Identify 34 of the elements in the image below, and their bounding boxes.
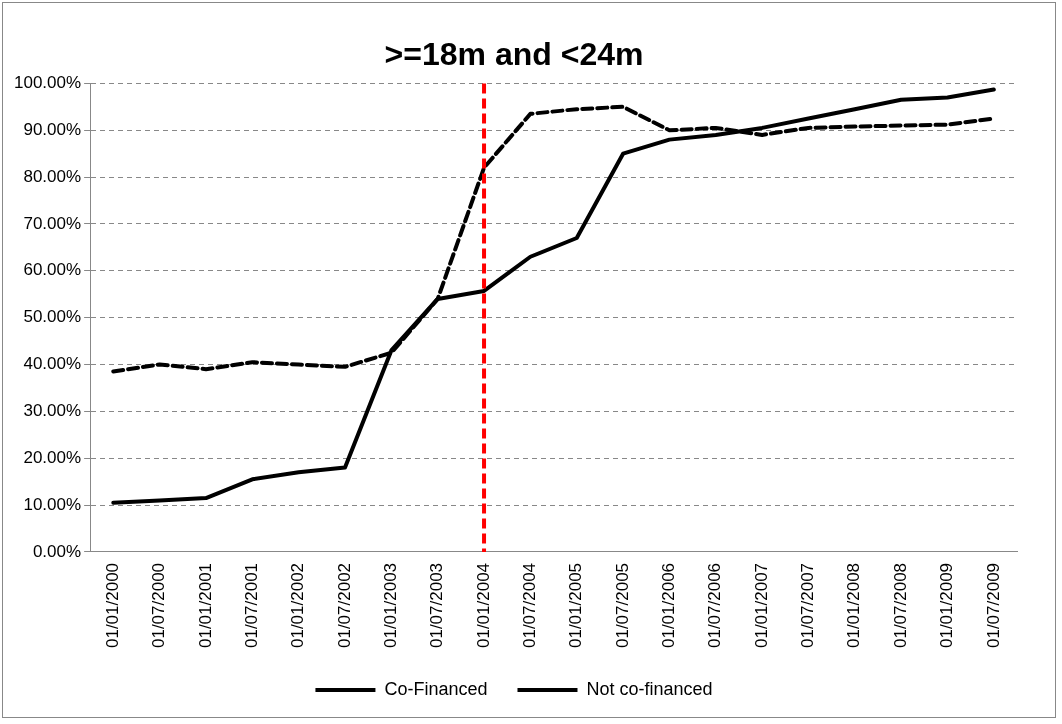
x-tick-label: 01/01/2006 xyxy=(659,562,679,649)
x-tick-label: 01/07/2001 xyxy=(242,562,261,649)
x-tick-label: 01/07/2007 xyxy=(798,562,818,649)
y-tick-label: 10.00% xyxy=(23,494,82,514)
y-tick-label: 100.00% xyxy=(13,73,82,93)
legend-label: Not co-financed xyxy=(586,678,713,699)
y-tick-label: 20.00% xyxy=(23,447,82,467)
y-tick-label: 80.00% xyxy=(23,166,82,186)
x-tick-label: 01/07/2009 xyxy=(983,562,1003,649)
x-tick-label: 01/07/2005 xyxy=(612,562,632,649)
x-tick-label: 01/01/2008 xyxy=(844,562,864,649)
x-tick-label: 01/07/2003 xyxy=(427,562,447,649)
y-tick-label: 90.00% xyxy=(23,119,82,139)
y-tick-label: 40.00% xyxy=(23,354,82,374)
legend-label: Co-Financed xyxy=(384,678,488,699)
x-tick-label: 01/01/2003 xyxy=(381,562,401,649)
x-tick-label: 01/07/2008 xyxy=(890,562,910,649)
x-tick-label: 01/01/2005 xyxy=(566,562,586,649)
x-tick-label: 01/01/2007 xyxy=(751,562,771,649)
chart-title: >=18m and <24m xyxy=(384,36,644,73)
x-tick-label: 01/07/2002 xyxy=(334,562,354,649)
y-tick-label: 70.00% xyxy=(23,213,82,233)
x-tick-label: 01/01/2002 xyxy=(288,562,308,649)
y-tick-label: 50.00% xyxy=(23,307,82,327)
x-tick-label: 01/07/2004 xyxy=(520,562,540,649)
x-tick-label: 01/01/2004 xyxy=(473,562,493,649)
y-tick-label: 30.00% xyxy=(23,401,82,421)
x-tick-label: 01/01/2001 xyxy=(195,562,215,649)
y-tick-label: 0.00% xyxy=(32,541,82,561)
x-tick-label: 01/07/2006 xyxy=(705,562,725,649)
x-tick-label: 01/07/2000 xyxy=(149,562,169,649)
x-tick-label: 01/01/2009 xyxy=(937,562,957,649)
y-tick-label: 60.00% xyxy=(23,260,82,280)
x-tick-label: 01/01/2000 xyxy=(102,562,122,649)
